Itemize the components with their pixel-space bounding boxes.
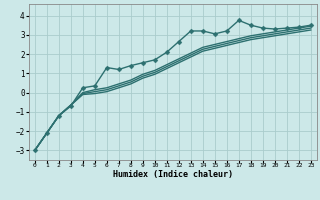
X-axis label: Humidex (Indice chaleur): Humidex (Indice chaleur) [113,170,233,179]
